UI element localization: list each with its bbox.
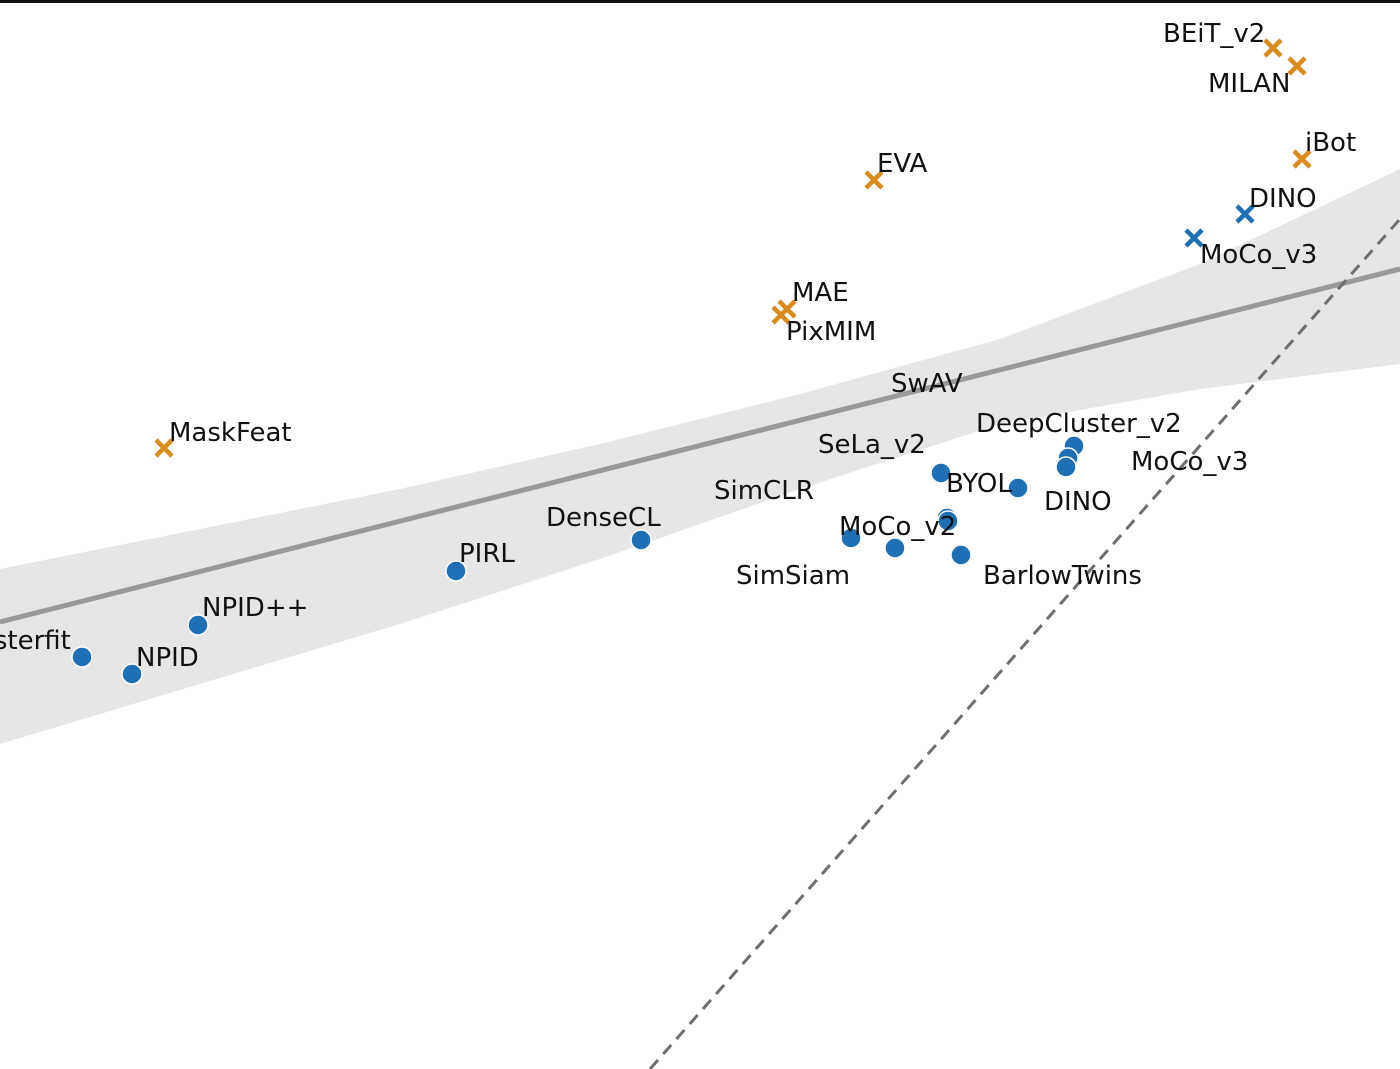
point-label: MoCo_v2 bbox=[839, 512, 956, 542]
data-point-circle bbox=[71, 646, 93, 668]
point-label: iBot bbox=[1305, 128, 1356, 158]
point-labels-layer: BEiT_v2 MILAN iBot EVA DINO MoCo_v3 MAE PixMIM S… bbox=[0, 19, 1356, 673]
point-label: MAE bbox=[792, 278, 849, 308]
data-point-circle bbox=[1055, 456, 1077, 478]
data-point-cross bbox=[1263, 38, 1283, 58]
point-label: Clusterfit bbox=[0, 626, 71, 656]
markers-layer bbox=[71, 38, 1312, 685]
confidence-band-layer bbox=[0, 169, 1400, 744]
regression-line bbox=[0, 266, 1400, 625]
point-label: SwAV bbox=[891, 369, 963, 399]
point-label: DINO bbox=[1249, 184, 1317, 214]
point-label: DeepCluster_v2 bbox=[976, 409, 1182, 439]
point-label: PixMIM bbox=[786, 317, 876, 347]
point-label: DenseCL bbox=[546, 503, 661, 533]
point-label: NPID bbox=[136, 643, 199, 673]
point-label: SimSiam bbox=[736, 561, 850, 591]
data-point-cross bbox=[1287, 56, 1307, 76]
data-point-circle bbox=[1007, 477, 1029, 499]
data-point-circle bbox=[884, 537, 906, 559]
point-label: SeLa_v2 bbox=[818, 430, 926, 460]
data-point-circle bbox=[937, 510, 959, 532]
data-point-circle bbox=[930, 462, 952, 484]
point-label: BYOL bbox=[946, 469, 1012, 499]
point-label: MaskFeat bbox=[169, 418, 292, 448]
point-label: MoCo_v3 bbox=[1200, 240, 1317, 270]
point-label: SimCLR bbox=[714, 476, 814, 506]
reference-diagonal-line bbox=[648, 218, 1400, 1069]
trend-lines-layer bbox=[0, 218, 1400, 1069]
data-point-circle bbox=[121, 663, 143, 685]
data-point-circle bbox=[187, 614, 209, 636]
data-point-cross bbox=[771, 305, 791, 325]
data-point-circle bbox=[445, 560, 467, 582]
point-label: DINO bbox=[1044, 487, 1112, 517]
data-point-cross bbox=[1235, 204, 1255, 224]
point-label: PIRL bbox=[459, 539, 515, 569]
data-point-cross bbox=[864, 170, 884, 190]
data-point-circle bbox=[840, 527, 862, 549]
data-point-cross bbox=[1184, 228, 1204, 248]
data-point-circle bbox=[950, 544, 972, 566]
point-label: BarlowTwins bbox=[983, 561, 1142, 591]
point-label: NPID++ bbox=[202, 593, 308, 623]
point-label: MILAN bbox=[1208, 69, 1290, 99]
confidence-band bbox=[0, 169, 1400, 744]
point-label: EVA bbox=[877, 149, 928, 179]
point-label: BEiT_v2 bbox=[1163, 19, 1265, 49]
point-label: MoCo_v3 bbox=[1131, 447, 1248, 477]
data-point-cross bbox=[154, 438, 174, 458]
data-point-circle bbox=[630, 529, 652, 551]
data-point-cross bbox=[1292, 149, 1312, 169]
